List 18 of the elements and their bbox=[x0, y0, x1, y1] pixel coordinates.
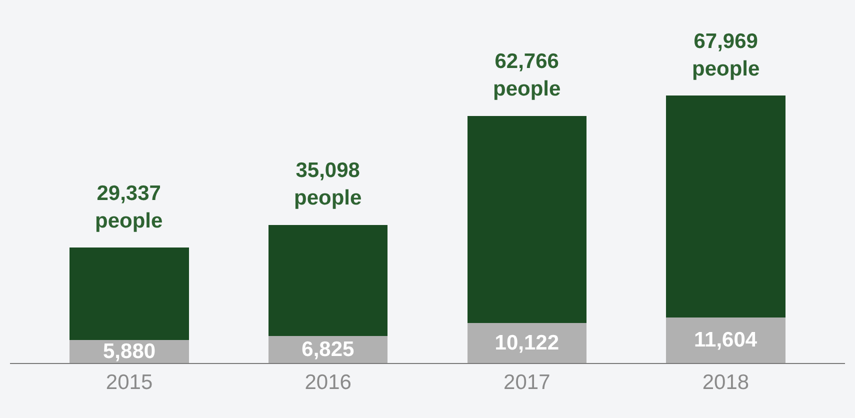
x-tick-label: 2016 bbox=[304, 371, 352, 394]
data-label: 10,122 bbox=[494, 332, 560, 355]
data-label: 11,604 bbox=[694, 328, 758, 352]
data-label: 5,880 bbox=[103, 340, 156, 363]
bar bbox=[268, 224, 388, 336]
total-label: 67,969 people bbox=[692, 30, 760, 80]
bar bbox=[666, 96, 786, 318]
x-tick-label: 2018 bbox=[702, 371, 750, 394]
bar bbox=[666, 317, 786, 363]
total-label: 35,098 people bbox=[294, 159, 362, 210]
x-tick-label: 2017 bbox=[504, 371, 550, 394]
bar bbox=[467, 116, 587, 324]
total-label: 62,766 people bbox=[493, 50, 561, 100]
data-label: 6,825 bbox=[302, 338, 355, 362]
total-label: 29,337 people bbox=[95, 182, 163, 232]
bar bbox=[70, 248, 189, 340]
bar bbox=[467, 323, 587, 363]
x-tick-label: 2015 bbox=[106, 371, 153, 394]
